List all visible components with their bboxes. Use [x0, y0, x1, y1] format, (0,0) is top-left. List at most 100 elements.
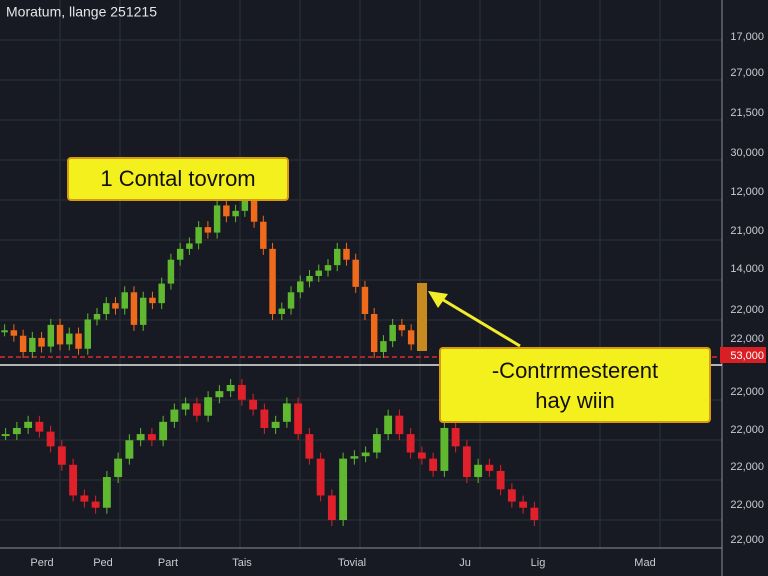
x-tick-label: Perd: [30, 557, 53, 569]
candle: [370, 314, 378, 352]
candle: [260, 409, 269, 428]
candle: [474, 464, 483, 478]
candle: [282, 403, 291, 422]
candle: [192, 403, 201, 416]
candle: [250, 200, 258, 222]
callout-text: -Contrrmesterent: [492, 358, 658, 383]
candle: [91, 501, 100, 508]
x-tick-label: Mad: [634, 557, 655, 569]
callout-text: 1 Contal tovrom: [100, 166, 255, 191]
candle: [1, 330, 8, 333]
candle: [139, 297, 147, 325]
candle: [507, 489, 516, 502]
candle: [80, 495, 89, 502]
candle: [530, 507, 539, 520]
y-tick-label: 22,000: [730, 424, 764, 436]
price-label-box: [720, 347, 766, 363]
candle: [35, 421, 44, 432]
candle: [38, 337, 45, 347]
candle: [237, 385, 246, 400]
candle: [306, 276, 313, 282]
candle: [343, 248, 350, 260]
candle: [324, 265, 332, 271]
candle: [29, 337, 36, 352]
x-tick-label: Tovial: [338, 557, 366, 569]
candle: [384, 415, 393, 435]
candle: [440, 427, 449, 471]
candle: [24, 421, 33, 428]
candle: [327, 495, 336, 520]
candle: [158, 283, 165, 304]
candle: [186, 243, 193, 249]
y-tick-label: 27,000: [730, 67, 764, 79]
candle: [136, 434, 145, 441]
candle: [112, 303, 119, 309]
y-tick-label: 21,000: [730, 225, 764, 237]
candle: [271, 421, 280, 428]
candle: [204, 227, 212, 233]
candle: [407, 330, 415, 345]
y-tick-label: 30,000: [730, 147, 764, 159]
candle: [69, 464, 78, 496]
candle: [103, 303, 110, 314]
x-tick-label: Ju: [459, 557, 471, 569]
candle: [223, 205, 230, 217]
x-tick-label: Lig: [531, 557, 546, 569]
candle: [213, 205, 221, 233]
arrow: [439, 296, 521, 348]
candle: [361, 286, 369, 314]
candle: [12, 427, 21, 435]
candle: [75, 333, 82, 349]
candle: [19, 335, 27, 352]
candle: [496, 470, 505, 490]
candle: [519, 501, 528, 508]
y-tick-label: 22,000: [730, 386, 764, 398]
candle: [241, 200, 249, 211]
y-tick-label: 21,500: [730, 107, 764, 119]
y-tick-label: 22,000: [730, 333, 764, 345]
candle: [125, 440, 134, 459]
candle: [102, 477, 111, 508]
candle: [287, 292, 295, 309]
candle: [372, 434, 381, 453]
candle: [159, 421, 168, 441]
candle: [451, 427, 460, 447]
candle: [339, 458, 348, 520]
y-tick-label: 14,000: [730, 263, 764, 275]
candle: [167, 259, 175, 284]
candle: [395, 415, 404, 435]
candle: [176, 248, 184, 260]
candle: [380, 341, 387, 352]
x-tick-label: Tais: [232, 557, 252, 569]
candle: [315, 270, 322, 276]
price-label: 53,000: [730, 350, 764, 362]
y-tick-label: 22,000: [730, 534, 764, 546]
candle: [56, 324, 64, 345]
callout-box: [439, 347, 711, 423]
candle: [84, 319, 92, 349]
callout-box: [67, 157, 289, 201]
highlight-bar: [417, 283, 427, 351]
candle: [333, 248, 341, 266]
grid: [0, 0, 722, 548]
candle: [278, 308, 286, 314]
candle: [215, 391, 224, 398]
arrow-head: [428, 291, 448, 308]
y-tick-label: 22,000: [730, 461, 764, 473]
candle: [232, 210, 239, 217]
candle: [204, 397, 213, 416]
candle: [249, 399, 258, 410]
y-tick-label: 12,000: [730, 186, 764, 198]
candle: [66, 333, 73, 345]
candle: [130, 292, 138, 325]
candles: [1, 194, 539, 526]
right-axis: 17,000 27,000 21,500 30,000 12,000 21,000 14,0…: [730, 31, 764, 546]
candle: [170, 409, 179, 422]
title: Moratum, llange 251215: [6, 4, 157, 20]
candle: [462, 446, 471, 478]
y-tick-label: 22,000: [730, 499, 764, 511]
candle: [147, 434, 156, 441]
candle: [429, 458, 438, 471]
